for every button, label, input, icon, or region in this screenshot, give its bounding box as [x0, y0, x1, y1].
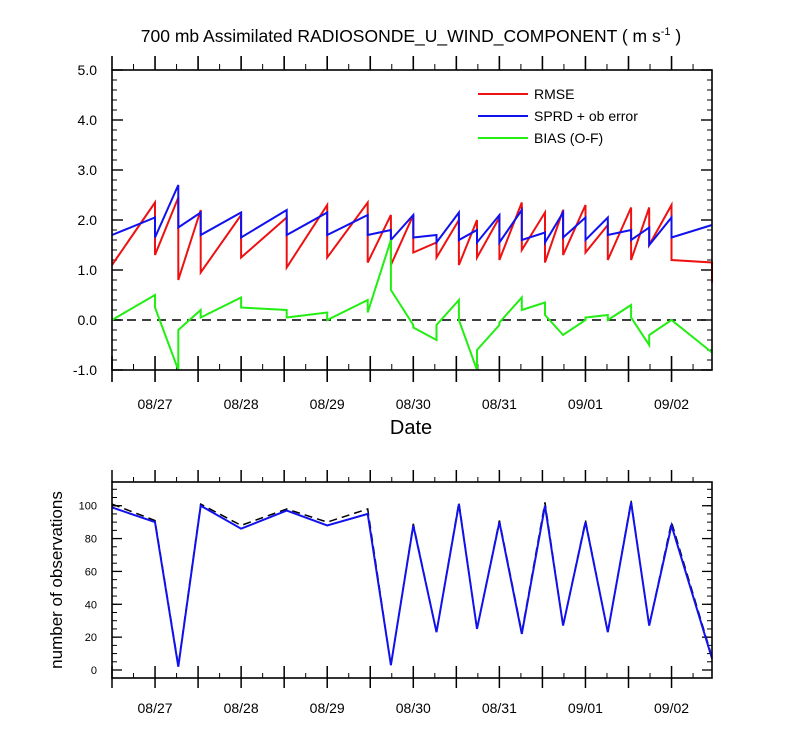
obs-used-line — [111, 502, 713, 667]
y-tick-label: 2.0 — [78, 212, 98, 228]
legend: RMSE SPRD + ob error BIAS (O-F) — [478, 86, 638, 146]
y-tick-label: 60 — [85, 566, 97, 578]
top-x-tick-labels: 08/27 08/28 08/29 08/30 08/31 09/01 09/02 — [138, 396, 690, 412]
top-y-tick-labels: -1.0 0.0 1.0 2.0 3.0 4.0 5.0 — [73, 62, 97, 378]
y-tick-label: 0 — [91, 665, 97, 677]
x-tick-label: 09/02 — [654, 700, 689, 716]
x-tick-label: 09/01 — [568, 396, 603, 412]
x-tick-label: 08/30 — [396, 396, 431, 412]
legend-label: BIAS (O-F) — [534, 130, 603, 146]
sprd-line — [111, 184, 713, 248]
y-tick-label: 0.0 — [78, 312, 98, 328]
bottom-chart-series — [111, 500, 713, 667]
obs-possible-line — [111, 500, 713, 666]
y-tick-label: 3.0 — [78, 162, 98, 178]
y-tick-label: 5.0 — [78, 62, 98, 78]
y-tick-label: 80 — [85, 534, 97, 546]
x-tick-label: 09/02 — [654, 396, 689, 412]
x-tick-label: 08/27 — [138, 396, 173, 412]
x-tick-label: 08/29 — [310, 700, 345, 716]
x-tick-label: 09/01 — [568, 700, 603, 716]
bottom-x-tick-labels: 08/27 08/28 08/29 08/30 08/31 09/01 09/02 — [138, 700, 690, 716]
x-tick-label: 08/31 — [482, 396, 517, 412]
bottom-chart-ticks — [111, 470, 712, 688]
y-tick-label: 100 — [79, 501, 97, 513]
x-axis-title: Date — [390, 417, 432, 439]
x-tick-label: 08/30 — [396, 700, 431, 716]
chart-title: 700 mb Assimilated RADIOSONDE_U_WIND_COM… — [141, 26, 681, 47]
bottom-chart: 0 20 40 60 80 100 08/27 08/28 08/29 08/30 08/31 09… — [47, 470, 713, 716]
bottom-y-tick-labels: 0 20 40 60 80 100 — [79, 501, 97, 677]
x-tick-label: 08/28 — [224, 396, 259, 412]
x-tick-label: 08/27 — [138, 700, 173, 716]
x-tick-label: 08/28 — [224, 700, 259, 716]
legend-label: RMSE — [534, 86, 574, 102]
top-chart-frame — [111, 69, 713, 371]
bottom-chart-frame — [111, 481, 713, 679]
y-tick-label: 40 — [85, 599, 97, 611]
x-tick-label: 08/29 — [310, 396, 345, 412]
y-tick-label: 1.0 — [78, 262, 98, 278]
y-tick-label: 20 — [85, 632, 97, 644]
y-tick-label: 4.0 — [78, 112, 98, 128]
bias-line — [111, 239, 713, 371]
top-chart-series — [111, 184, 713, 371]
x-tick-label: 08/31 — [482, 700, 517, 716]
y-tick-label: -1.0 — [73, 362, 97, 378]
legend-label: SPRD + ob error — [534, 108, 638, 124]
top-chart: -1.00.01.02.03.04.05.0 08/27 08/28 08/29 08… — [73, 56, 713, 439]
rmse-line — [111, 197, 713, 283]
y-axis-title: number of observations — [47, 491, 66, 669]
